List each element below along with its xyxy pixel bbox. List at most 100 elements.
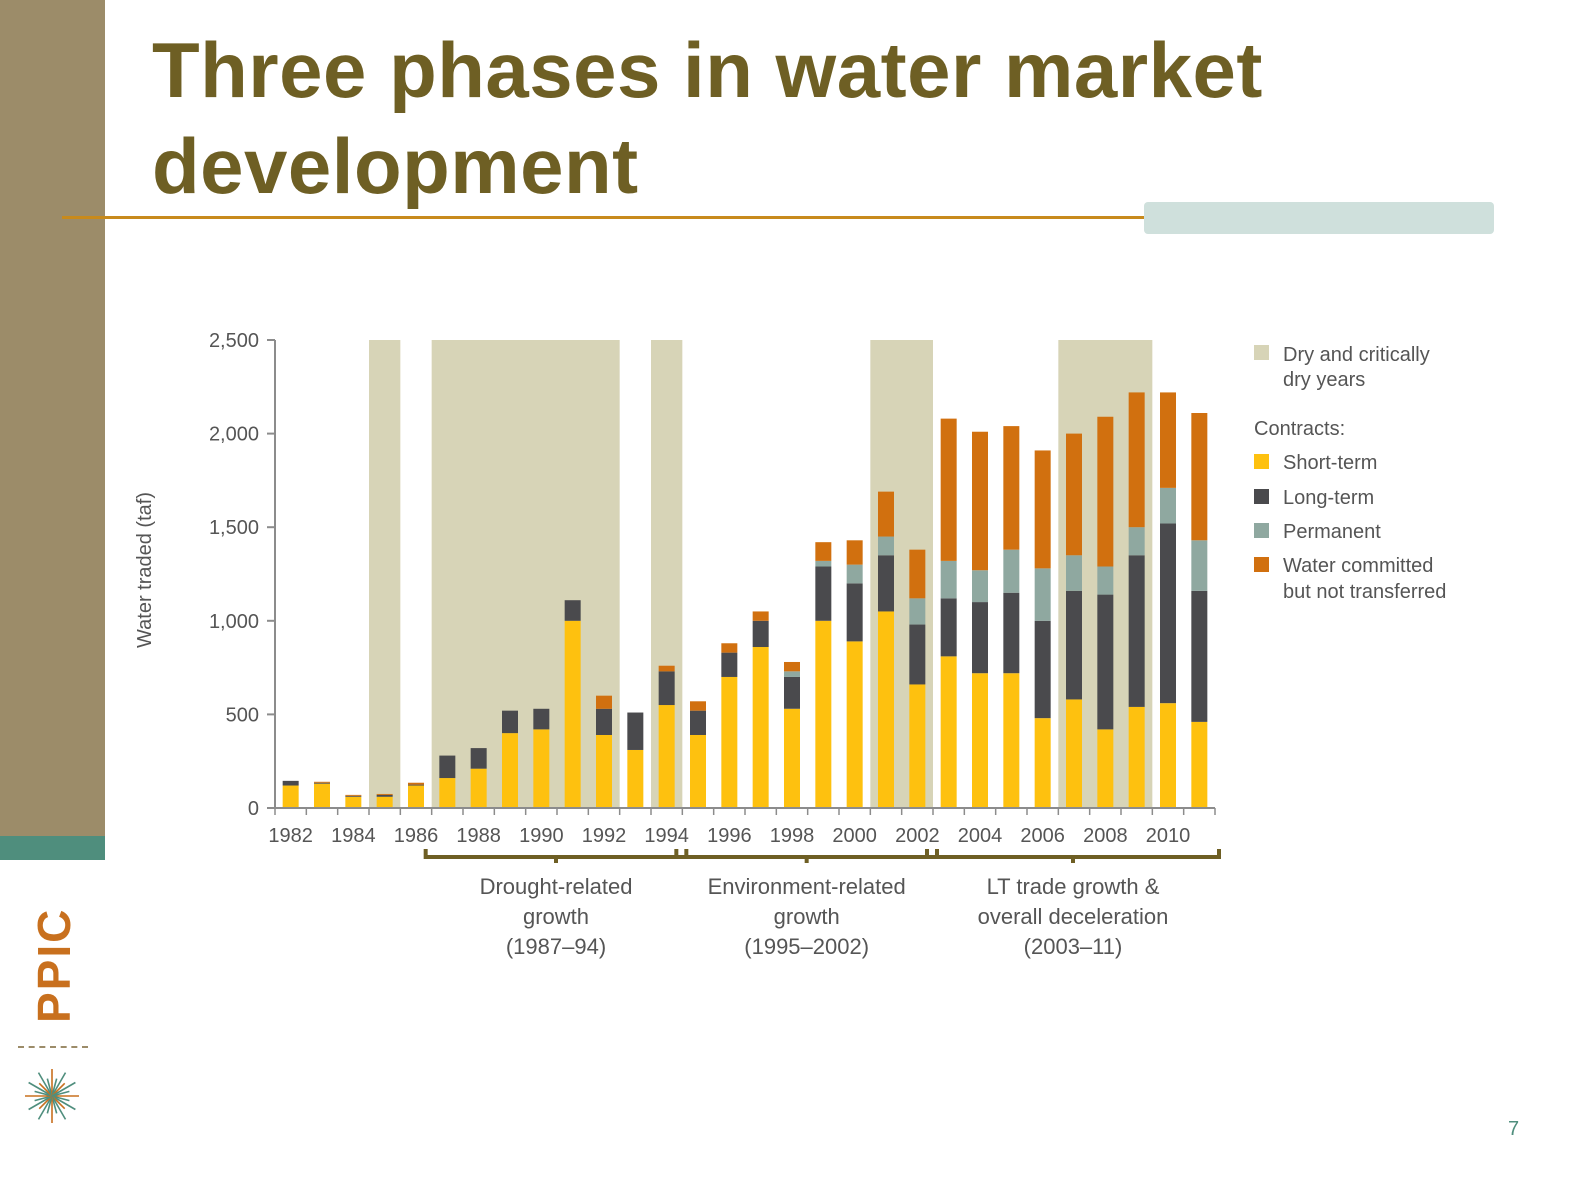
x-tick-label: 2002 — [895, 825, 940, 847]
bar-committed-1983 — [314, 781, 330, 783]
bar-short-term-1990 — [533, 729, 550, 808]
phase-bracket — [674, 849, 939, 863]
bar-permanent-2011 — [1191, 540, 1208, 591]
x-tick-label: 1992 — [582, 825, 627, 847]
bar-long-term-2004 — [972, 602, 988, 674]
x-tick-label: 1990 — [519, 825, 564, 847]
bar-committed-2006 — [1034, 450, 1051, 569]
title-accent-bar — [1144, 202, 1494, 234]
bar-long-term-1990 — [533, 708, 550, 730]
bar-committed-1998 — [784, 661, 800, 672]
x-tick-label: 1986 — [394, 825, 439, 847]
phase-bracket — [423, 849, 689, 863]
starburst-ray — [51, 1095, 67, 1120]
bar-committed-1996 — [721, 643, 738, 653]
slide-title: Three phases in water market development — [152, 26, 1263, 210]
bar-short-term-2007 — [1066, 699, 1082, 808]
bar-committed-2011 — [1191, 413, 1208, 541]
bar-long-term-2000 — [846, 583, 863, 642]
y-tick-label: 2,500 — [209, 330, 259, 352]
x-tick-label: 1988 — [456, 825, 501, 847]
starburst-ray — [28, 1081, 53, 1097]
legend-swatch-committed — [1254, 557, 1269, 572]
x-tick-label: 2010 — [1146, 825, 1191, 847]
starburst-ray — [37, 1095, 53, 1120]
bar-long-term-2007 — [1066, 590, 1082, 700]
left-teal-strip — [0, 836, 105, 860]
bar-permanent-2010 — [1160, 487, 1176, 524]
bar-long-term-1994 — [658, 671, 675, 706]
phase-label: overall deceleration — [978, 904, 1169, 929]
bar-long-term-2010 — [1160, 523, 1176, 704]
bar-short-term-1985 — [376, 796, 393, 808]
bar-long-term-1988 — [470, 748, 487, 769]
left-decorative-band — [0, 0, 105, 836]
bar-short-term-1998 — [784, 708, 800, 808]
bar-long-term-1996 — [721, 652, 738, 677]
starburst-ray — [51, 1072, 67, 1097]
y-tick-label: 2,000 — [209, 424, 259, 446]
dry-year-band — [431, 340, 620, 808]
bar-permanent-2004 — [972, 570, 988, 603]
legend-swatch-permanent — [1254, 523, 1269, 538]
bar-short-term-1997 — [752, 647, 769, 808]
bar-committed-2007 — [1066, 433, 1082, 556]
x-tick-label: 1994 — [644, 825, 689, 847]
x-tick-label: 1998 — [770, 825, 815, 847]
bar-committed-2008 — [1097, 416, 1114, 567]
bar-short-term-2005 — [1003, 673, 1020, 808]
bar-permanent-2005 — [1003, 549, 1020, 593]
bar-short-term-2006 — [1034, 718, 1051, 808]
ppic-logo-text: PPIC — [28, 908, 80, 1023]
phase-label: (1987–94) — [506, 934, 606, 959]
bar-short-term-1996 — [721, 676, 738, 808]
bar-committed-2002 — [909, 549, 926, 599]
bar-long-term-2011 — [1191, 590, 1208, 722]
bar-short-term-2002 — [909, 684, 926, 808]
bar-long-term-1997 — [752, 620, 769, 648]
y-axis-title: Water traded (taf) — [134, 492, 156, 648]
phase-bracket — [925, 849, 1221, 863]
legend-label: Short-term — [1283, 452, 1377, 474]
legend-swatch-dry — [1254, 345, 1269, 360]
bar-short-term-2004 — [972, 673, 988, 808]
phase-label: (1995–2002) — [744, 934, 869, 959]
bar-committed-1994 — [658, 665, 675, 672]
bar-committed-2005 — [1003, 426, 1020, 550]
bar-short-term-1988 — [470, 768, 487, 808]
x-tick-label: 1984 — [331, 825, 376, 847]
starburst-ray — [37, 1072, 53, 1097]
legend-label: Long-term — [1283, 487, 1374, 509]
starburst-logo-icon — [25, 1069, 79, 1123]
bar-short-term-1989 — [502, 733, 518, 808]
bar-short-term-2003 — [940, 656, 957, 808]
legend-label: Water committed — [1283, 555, 1433, 577]
legend-label-dry: Dry and critically — [1283, 344, 1430, 366]
bar-permanent-1998 — [784, 671, 800, 677]
bar-committed-2009 — [1128, 392, 1145, 528]
bar-permanent-2006 — [1034, 568, 1051, 621]
bar-long-term-1982 — [282, 780, 299, 786]
bar-permanent-2007 — [1066, 555, 1082, 591]
bar-long-term-1992 — [596, 708, 612, 735]
bar-long-term-2006 — [1034, 620, 1051, 719]
bar-long-term-1983 — [314, 782, 330, 784]
bar-permanent-2001 — [878, 536, 894, 556]
bar-short-term-1987 — [439, 778, 456, 808]
bar-long-term-1987 — [439, 755, 456, 779]
bar-committed-2003 — [940, 418, 957, 561]
bar-permanent-2002 — [909, 598, 926, 625]
phase-label: Drought-related — [480, 874, 633, 899]
y-tick-label: 1,500 — [209, 517, 259, 539]
title-underline — [62, 216, 1494, 219]
bar-short-term-1986 — [408, 785, 424, 808]
bar-short-term-1992 — [596, 734, 612, 808]
bar-committed-1999 — [815, 542, 832, 561]
x-tick-label: 1996 — [707, 825, 752, 847]
bar-long-term-1998 — [784, 676, 800, 709]
bar-long-term-2003 — [940, 598, 957, 657]
legend-label: Permanent — [1283, 521, 1381, 543]
bar-committed-2010 — [1160, 392, 1176, 488]
bar-short-term-2009 — [1128, 706, 1145, 808]
dry-year-band — [369, 340, 401, 808]
